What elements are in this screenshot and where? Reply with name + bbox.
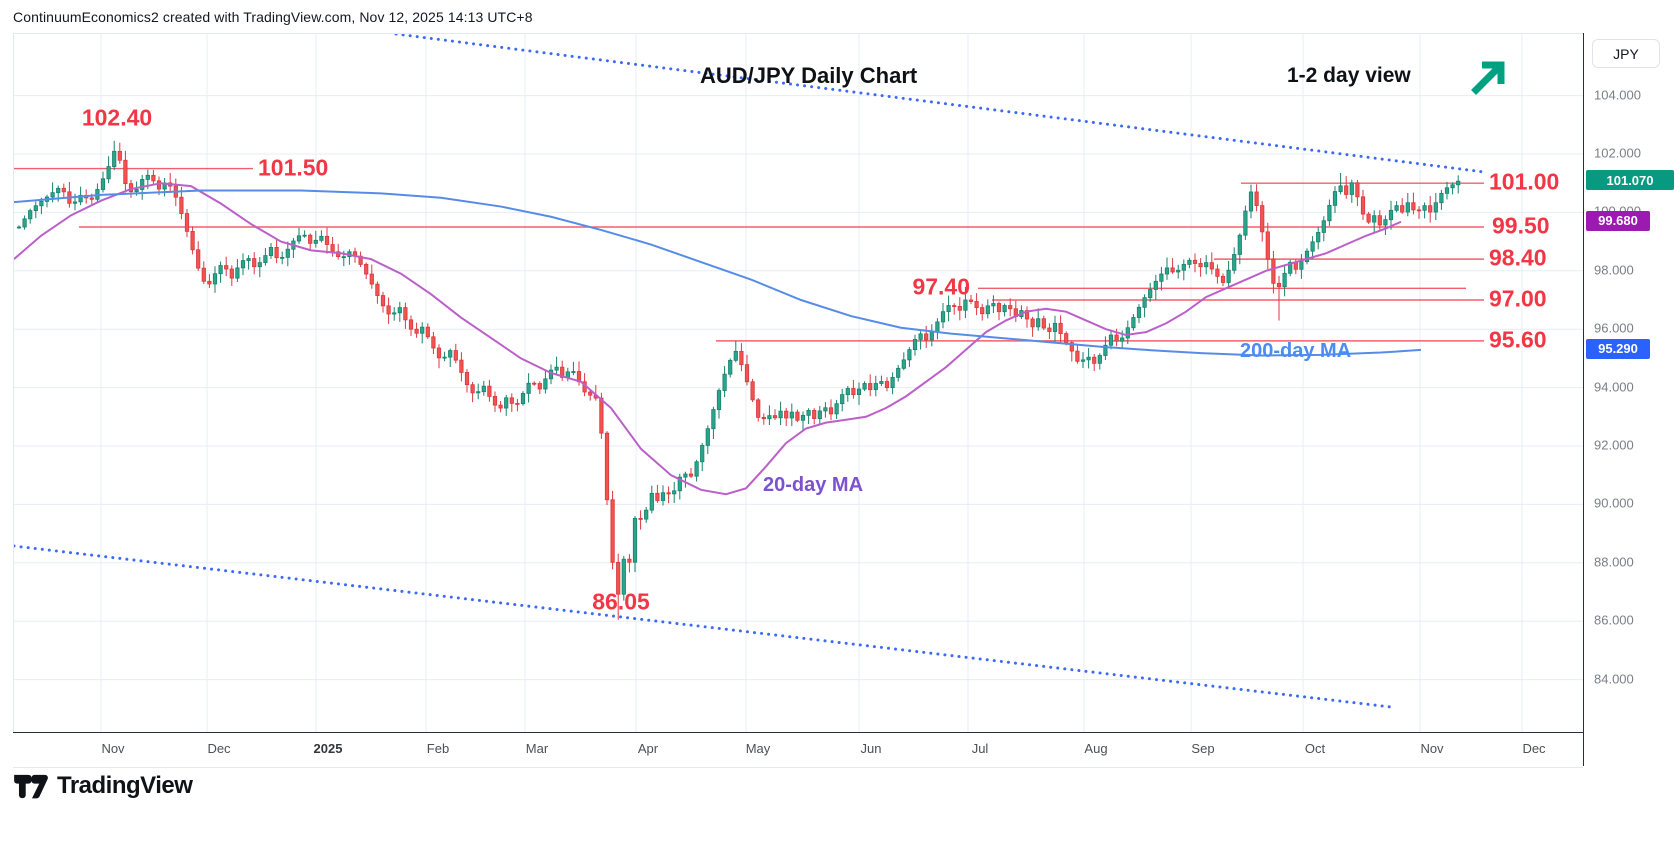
grid-layer bbox=[14, 34, 1584, 733]
time-axis-label-Dec: Dec bbox=[1522, 741, 1546, 756]
price-axis-label: 90.000 bbox=[1594, 495, 1634, 511]
tradingview-logo[interactable]: TradingView bbox=[14, 772, 193, 800]
price-axis-label: 94.000 bbox=[1594, 379, 1634, 395]
level-lines-layer bbox=[14, 167, 1484, 342]
time-axis-label-May: May bbox=[745, 741, 771, 756]
price-axis-label: 102.000 bbox=[1594, 145, 1641, 161]
chart-canvas[interactable] bbox=[14, 34, 1584, 767]
time-axis-label-Jun: Jun bbox=[860, 741, 882, 756]
up-right-arrow-icon bbox=[1471, 61, 1505, 95]
chart-plot-area[interactable] bbox=[13, 33, 1584, 767]
view-note-label: 1-2 day view bbox=[1287, 64, 1411, 87]
price-axis[interactable]: JPY 104.000102.000100.00098.00096.00094.… bbox=[1583, 33, 1674, 766]
time-axis-label-Oct: Oct bbox=[1304, 741, 1326, 756]
20-day-ma-line bbox=[14, 182, 1402, 496]
time-axis-label-Dec: Dec bbox=[207, 741, 231, 756]
price-axis-label: 84.000 bbox=[1594, 671, 1634, 687]
tradingview-logo-icon bbox=[14, 774, 48, 798]
time-axis-label-Apr: Apr bbox=[637, 741, 659, 756]
chart-title: AUD/JPY Daily Chart bbox=[700, 63, 918, 88]
time-axis[interactable]: Nov Dec 2025 Feb Mar Apr May Jun Jul Aug Sep Oct Nov… bbox=[13, 732, 1583, 768]
time-axis-label-Aug: Aug bbox=[1084, 741, 1108, 756]
currency-button[interactable]: JPY bbox=[1592, 39, 1660, 68]
time-axis-label-2025: 2025 bbox=[313, 741, 343, 756]
trendline-lower-channel bbox=[14, 544, 1393, 709]
price-axis-label: 88.000 bbox=[1594, 554, 1634, 570]
time-axis-label-Nov: Nov bbox=[1420, 741, 1444, 756]
200-day-ma-line bbox=[14, 189, 1422, 357]
price-axis-label: 96.000 bbox=[1594, 320, 1634, 336]
price-axis-label: 98.000 bbox=[1594, 262, 1634, 278]
time-axis-label-Jul: Jul bbox=[971, 741, 989, 756]
ma200-value-badge: 95.290 bbox=[1586, 338, 1650, 359]
time-axis-label-Mar: Mar bbox=[525, 741, 549, 756]
time-axis-label-Nov: Nov bbox=[101, 741, 125, 756]
trendline-upper-channel bbox=[394, 34, 1486, 174]
candles-layer bbox=[16, 140, 1461, 620]
time-axis-label-Feb: Feb bbox=[426, 741, 450, 756]
tradingview-logo-text: TradingView bbox=[57, 772, 193, 799]
attribution-text: ContinuumEconomics2 created with Trading… bbox=[13, 9, 533, 25]
price-axis-label: 104.000 bbox=[1594, 87, 1641, 103]
last-price-badge: 101.070 bbox=[1586, 170, 1674, 191]
price-axis-label: 86.000 bbox=[1594, 612, 1634, 628]
ma20-value-badge: 99.680 bbox=[1586, 210, 1650, 231]
time-axis-label-Sep: Sep bbox=[1191, 741, 1215, 756]
price-axis-label: 92.000 bbox=[1594, 437, 1634, 453]
